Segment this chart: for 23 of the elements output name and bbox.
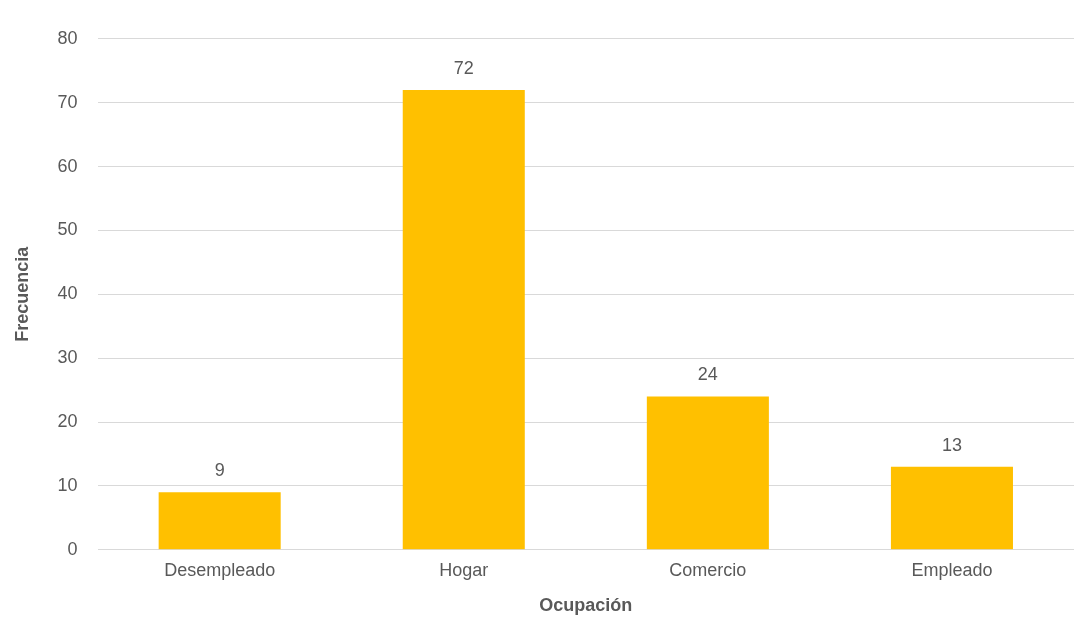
x-tick-label: Empleado: [911, 559, 993, 580]
y-tick-label: 60: [57, 155, 78, 176]
bar: [158, 492, 281, 550]
y-tick-label: 10: [57, 474, 78, 495]
y-tick-label: 70: [57, 91, 78, 112]
data-label: 24: [697, 364, 718, 385]
y-tick-label: 80: [57, 27, 78, 48]
bar: [890, 466, 1013, 550]
y-tick-label: 0: [67, 538, 78, 559]
y-tick-label: 40: [57, 283, 78, 304]
y-axis-title: Frecuencia: [11, 245, 32, 342]
data-label: 72: [453, 57, 474, 78]
y-tick-label: 30: [57, 347, 78, 368]
y-tick-label: 20: [57, 411, 78, 432]
x-tick-label: Desempleado: [164, 559, 276, 580]
bar: [402, 89, 525, 550]
bar: [646, 396, 769, 550]
x-tick-label: Hogar: [439, 559, 489, 580]
data-label: 9: [214, 460, 225, 481]
y-tick-label: 50: [57, 219, 78, 240]
x-tick-label: Comercio: [669, 559, 747, 580]
data-label: 13: [941, 434, 962, 455]
x-axis-title: Ocupación: [539, 595, 633, 616]
